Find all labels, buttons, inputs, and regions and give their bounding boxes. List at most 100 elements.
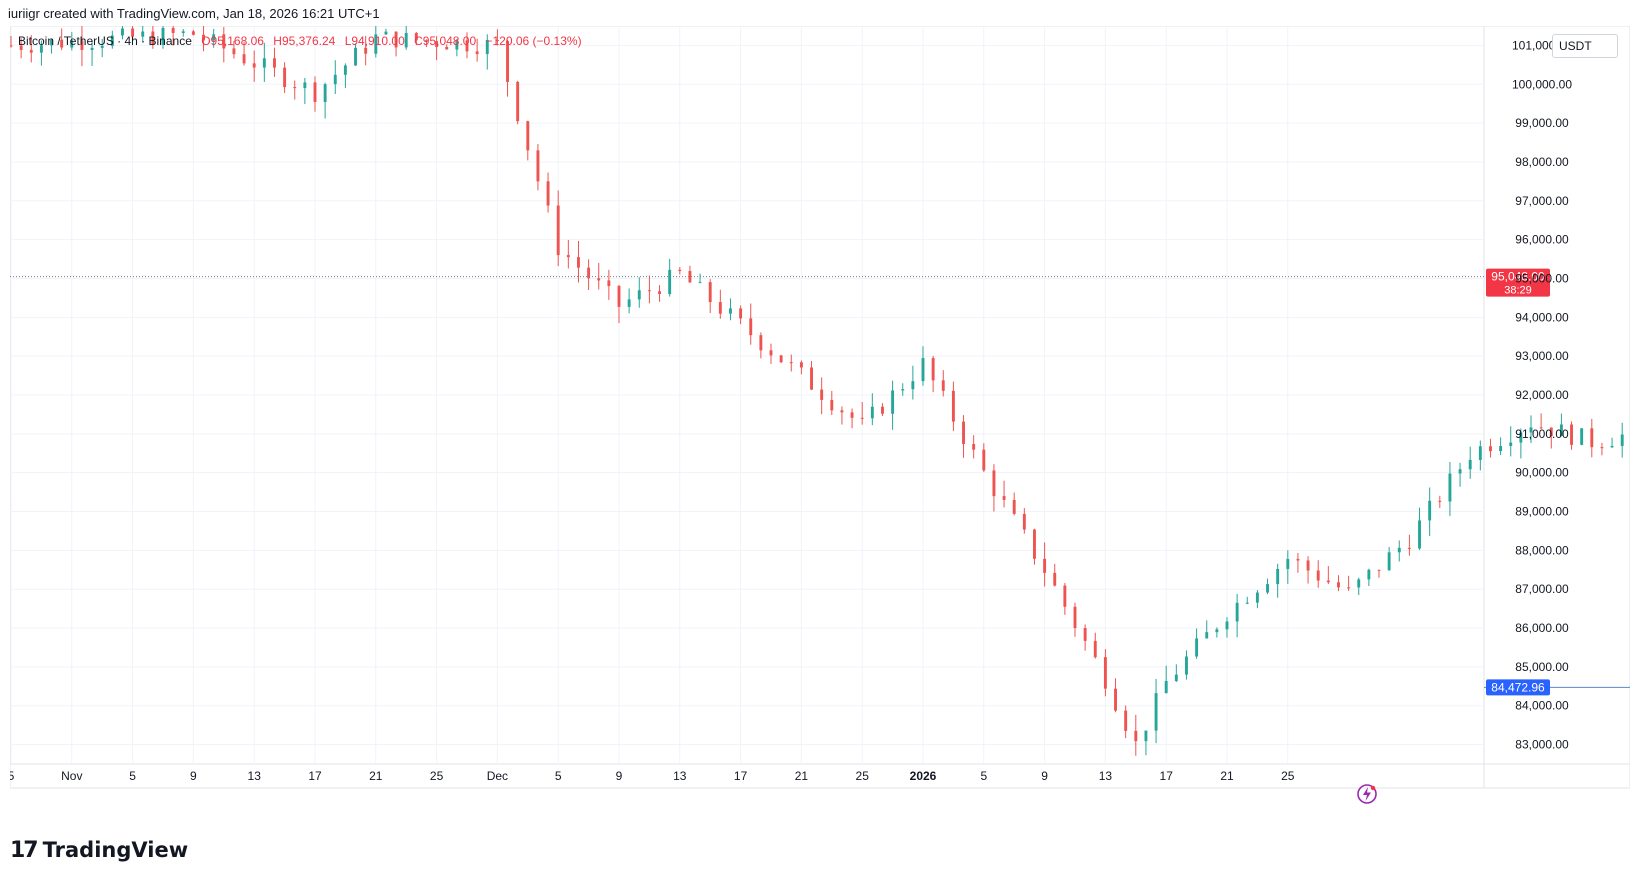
x-tick-label: 17 xyxy=(1160,769,1174,783)
currency-selector[interactable]: USDT xyxy=(1552,34,1618,58)
candle-body xyxy=(1529,427,1533,433)
candle-body xyxy=(1266,584,1269,593)
candle-body xyxy=(799,362,803,368)
price-chart[interactable]: 84,472.96 95,048.00 38:29 101,000.00 100,00… xyxy=(8,25,1634,826)
last-price-box xyxy=(1486,268,1550,297)
candle-body xyxy=(1478,446,1482,460)
legend-high: H95,376.24 xyxy=(273,34,336,48)
candle-body xyxy=(445,46,449,50)
candle-body xyxy=(19,45,23,50)
candle-body xyxy=(1458,469,1462,474)
y-tick-label: 91,000.00 xyxy=(1515,427,1569,441)
candle-body xyxy=(333,74,337,85)
lightning-icon[interactable] xyxy=(1356,783,1378,805)
y-tick-label: 99,000.00 xyxy=(1515,116,1569,130)
x-tick-label: 17 xyxy=(308,769,322,783)
candle-body xyxy=(708,282,712,303)
candle-body xyxy=(1428,500,1432,521)
candle-body xyxy=(323,84,327,102)
y-tick-label: 87,000.00 xyxy=(1515,582,1569,596)
candle-body xyxy=(181,31,185,33)
candle-body xyxy=(951,390,955,422)
level-price-box xyxy=(1486,679,1550,696)
y-tick-label: 89,000.00 xyxy=(1515,505,1569,519)
x-tick-label: 21 xyxy=(369,769,383,783)
candle-body xyxy=(1225,621,1229,630)
x-tick-label: 13 xyxy=(673,769,687,783)
candle-body xyxy=(1610,445,1614,448)
candle-body xyxy=(891,390,895,414)
x-tick-label: 5 xyxy=(555,769,562,783)
candle-body xyxy=(1337,582,1340,588)
candle-body xyxy=(850,412,854,418)
candle-body xyxy=(810,367,813,390)
candle-body xyxy=(1509,442,1513,446)
candle-body xyxy=(941,380,945,391)
candle-body xyxy=(1114,688,1117,711)
candle-body xyxy=(283,67,287,88)
chart-caption: iuriigr created with TradingView.com, Ja… xyxy=(8,6,380,21)
y-tick-label: 98,000.00 xyxy=(1515,155,1569,169)
candle-body xyxy=(1397,547,1401,553)
candle-body xyxy=(1407,547,1411,549)
candle-body xyxy=(141,31,145,37)
chart-border xyxy=(9,25,1631,789)
candle-body xyxy=(404,32,408,48)
candle-body xyxy=(769,350,773,356)
candle-body xyxy=(921,358,925,382)
candle-body xyxy=(516,81,520,122)
candle-body xyxy=(313,82,317,102)
brand-name: TradingView xyxy=(42,838,189,862)
y-tick-label: 90,000.00 xyxy=(1515,466,1569,480)
candle-body xyxy=(566,255,570,258)
candle-body xyxy=(354,47,357,66)
candle-body xyxy=(597,278,601,281)
candle-body xyxy=(1600,447,1604,449)
candle-body xyxy=(90,47,94,50)
candle-body xyxy=(70,40,74,48)
candle-body xyxy=(506,41,509,82)
candle-body xyxy=(830,399,834,411)
candle-body xyxy=(1033,529,1036,559)
candle-body xyxy=(1063,585,1067,607)
candle-body xyxy=(901,389,905,391)
candle-body xyxy=(678,269,682,272)
tradingview-logo[interactable]: 17 TradingView xyxy=(10,832,188,868)
candle-body xyxy=(546,181,550,206)
x-tick-label: 5 xyxy=(980,769,987,783)
candle-body xyxy=(222,34,226,49)
y-tick-label: 88,000.00 xyxy=(1515,543,1569,557)
y-tick-label: 100,000.00 xyxy=(1512,77,1572,91)
candle-body xyxy=(962,421,965,445)
x-tick-label: 13 xyxy=(1099,769,1113,783)
candle-body xyxy=(729,308,732,314)
candle-body xyxy=(607,280,611,287)
candle-body xyxy=(1154,693,1158,731)
x-tick-label: 2026 xyxy=(910,769,937,783)
candle-body xyxy=(9,45,13,47)
candle-body xyxy=(212,34,216,41)
candle-body xyxy=(1590,428,1594,448)
candle-body xyxy=(303,82,307,89)
legend-low: L94,910.00 xyxy=(344,34,405,48)
candle-body xyxy=(1438,500,1442,502)
candle-body xyxy=(1245,602,1249,604)
legend-open: O95,168.06 xyxy=(201,34,264,48)
candle-body xyxy=(1012,499,1016,514)
candle-body xyxy=(982,449,986,471)
candle-body xyxy=(1083,628,1087,641)
candle-body xyxy=(1539,427,1543,429)
legend-close: C95,048.00 xyxy=(414,34,477,48)
x-tick-label: 9 xyxy=(616,769,623,783)
candle-body xyxy=(647,290,651,292)
candle-body xyxy=(1286,558,1290,569)
x-tick-label: 5 xyxy=(129,769,136,783)
candle-body xyxy=(455,40,459,50)
candle-body xyxy=(151,31,155,45)
candle-body xyxy=(1559,424,1563,437)
candle-body xyxy=(820,389,824,400)
level-price-label: 84,472.96 xyxy=(1491,680,1545,694)
candle-body xyxy=(911,381,915,390)
candle-body xyxy=(425,40,428,42)
